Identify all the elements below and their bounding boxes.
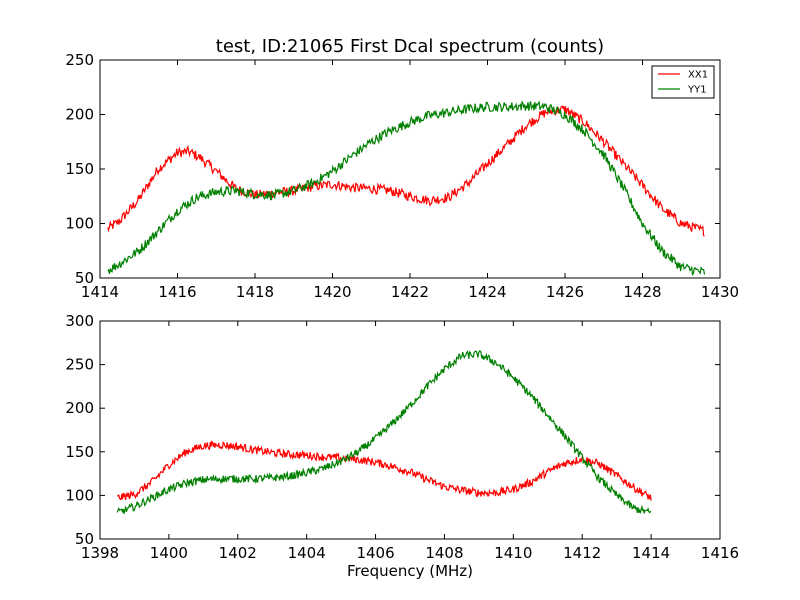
x-tick-label: 1398 xyxy=(81,544,119,562)
x-tick-label: 1410 xyxy=(494,544,532,562)
top-series-group xyxy=(107,100,706,276)
x-tick-label: 1430 xyxy=(701,283,739,301)
x-tick-label: 1414 xyxy=(81,283,119,301)
x-tick-label: 1416 xyxy=(158,283,196,301)
bottom-ticks: 1398 1400 1402 1404 1406 1408 1410 1412 1414 1416… xyxy=(65,312,739,562)
x-tick-label: 1426 xyxy=(546,283,584,301)
series-line-xx1 xyxy=(107,105,705,237)
top-ticks: 1414 1416 1418 1420 1422 1424 1426 1428 1430 50 10… xyxy=(65,51,739,301)
y-tick-label: 300 xyxy=(65,312,94,330)
legend: XX1 YY1 xyxy=(651,65,715,99)
y-tick-label: 50 xyxy=(75,269,94,287)
x-tick-label: 1400 xyxy=(150,544,188,562)
y-tick-label: 250 xyxy=(65,356,94,374)
x-axis-label: Frequency (MHz) xyxy=(347,562,473,580)
top-subplot: test, ID:21065 First Dcal spectrum (coun… xyxy=(65,36,739,301)
top-chart-title: test, ID:21065 First Dcal spectrum (coun… xyxy=(216,36,604,57)
x-tick-label: 1420 xyxy=(313,283,351,301)
bottom-plot-frame xyxy=(99,320,721,540)
y-tick-label: 100 xyxy=(65,486,94,504)
x-tick-label: 1402 xyxy=(219,544,257,562)
x-tick-label: 1422 xyxy=(391,283,429,301)
x-tick-label: 1416 xyxy=(701,544,739,562)
x-tick-label: 1418 xyxy=(236,283,274,301)
legend-label-yy1: YY1 xyxy=(687,85,707,96)
x-tick-label: 1408 xyxy=(425,544,463,562)
y-tick-label: 250 xyxy=(65,51,94,69)
y-tick-label: 50 xyxy=(75,530,94,548)
x-tick-label: 1404 xyxy=(288,544,326,562)
x-tick-label: 1406 xyxy=(356,544,394,562)
legend-box xyxy=(651,65,715,99)
series-line-yy1 xyxy=(116,350,652,514)
y-tick-label: 200 xyxy=(65,106,94,124)
legend-label-xx1: XX1 xyxy=(688,70,708,81)
x-tick-label: 1424 xyxy=(468,283,506,301)
y-tick-label: 200 xyxy=(65,399,94,417)
x-tick-label: 1414 xyxy=(632,544,670,562)
series-line-xx1 xyxy=(117,440,652,501)
x-tick-label: 1412 xyxy=(563,544,601,562)
y-tick-label: 150 xyxy=(65,160,94,178)
bottom-subplot: 1398 1400 1402 1404 1406 1408 1410 1412 1414 1416… xyxy=(65,312,739,580)
y-tick-label: 100 xyxy=(65,215,94,233)
bottom-series-group xyxy=(116,350,652,514)
y-tick-label: 150 xyxy=(65,443,94,461)
series-line-yy1 xyxy=(107,100,706,276)
x-tick-label: 1428 xyxy=(623,283,661,301)
